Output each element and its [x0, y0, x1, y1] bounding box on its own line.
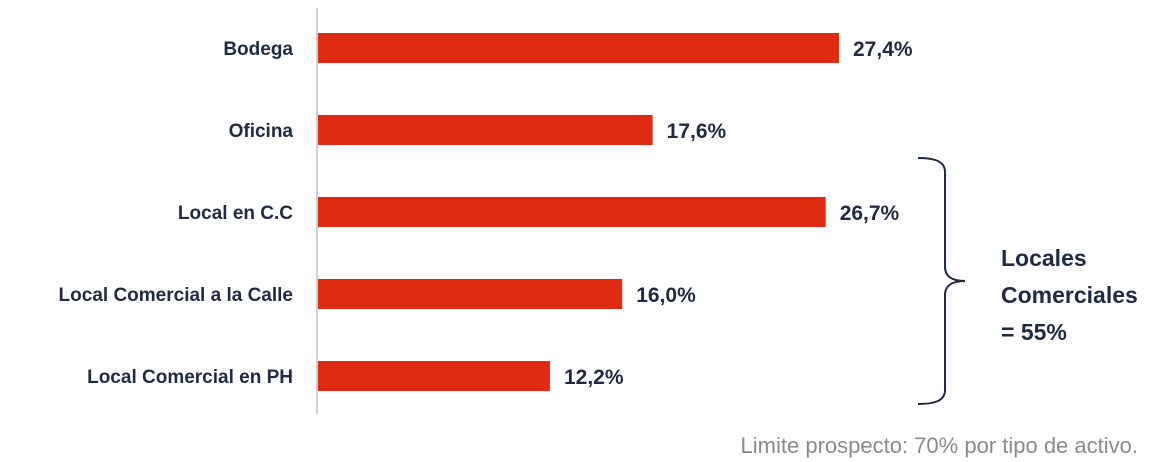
category-label: Oficina [229, 121, 294, 142]
category-label: Local Comercial a la Calle [59, 285, 293, 306]
value-labels: 27,4% 17,6% 26,7% 16,0% 12,2% [564, 38, 913, 389]
group-annotation-line: Comerciales [1001, 282, 1138, 308]
bar [318, 361, 550, 391]
footnote: Limite prospecto: 70% por tipo de activo… [741, 433, 1138, 458]
value-label: 12,2% [564, 366, 624, 389]
value-label: 27,4% [853, 38, 913, 61]
group-annotation-line: Locales [1001, 245, 1087, 271]
value-label: 17,6% [667, 120, 727, 143]
group-annotation-line: = 55% [1001, 319, 1067, 345]
category-labels: Bodega Oficina Local en C.C Local Comercial… [59, 39, 294, 388]
group-annotation: Locales Comerciales = 55% [1001, 245, 1138, 345]
category-label: Bodega [223, 39, 293, 60]
group-bracket [917, 157, 966, 405]
bar [318, 279, 623, 309]
bar [318, 33, 839, 63]
bar [318, 115, 653, 145]
category-label: Local Comercial en PH [87, 367, 293, 388]
bars-layer [318, 33, 839, 391]
bar [318, 197, 826, 227]
category-label: Local en C.C [178, 203, 293, 224]
value-label: 26,7% [840, 202, 900, 225]
value-label: 16,0% [636, 284, 696, 307]
